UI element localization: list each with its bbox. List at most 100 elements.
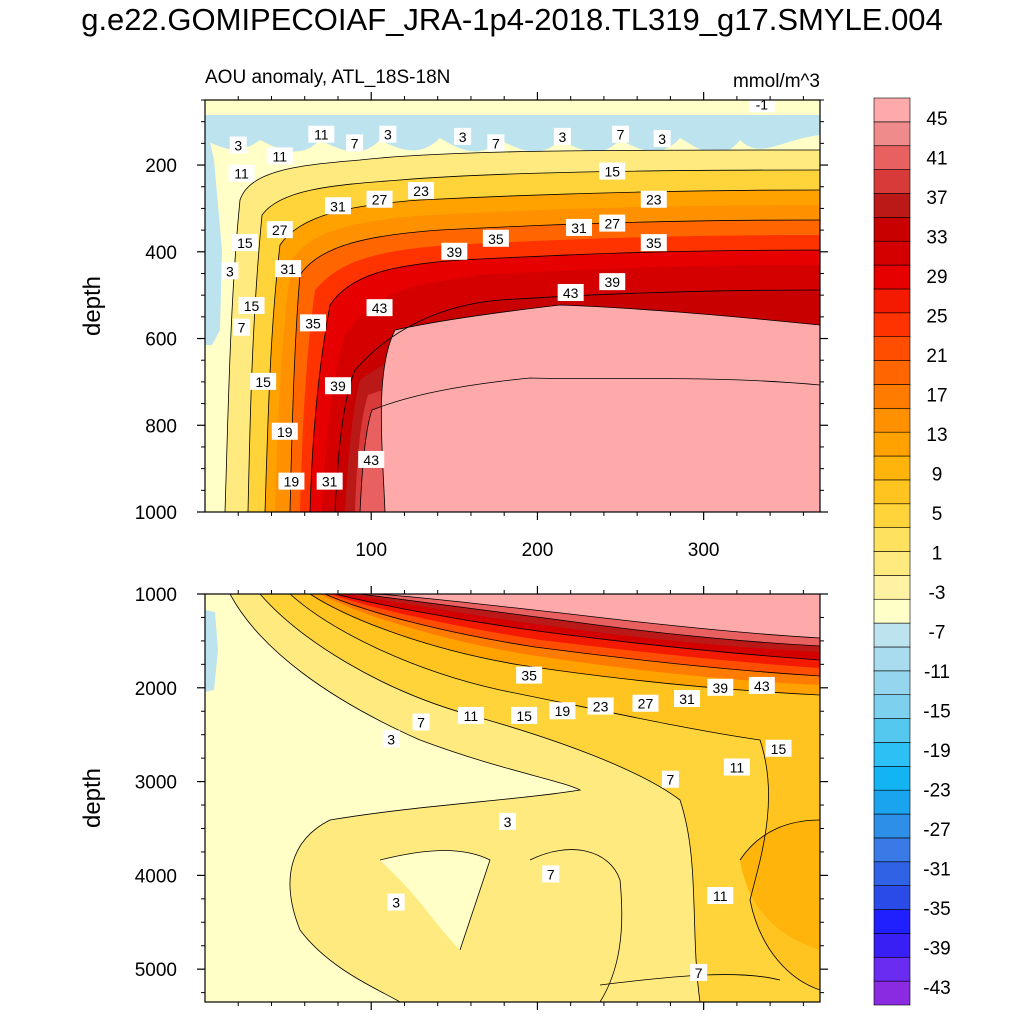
svg-text:7: 7 [617, 127, 625, 143]
colorbar-swatch [873, 956, 911, 982]
svg-text:23: 23 [413, 183, 429, 199]
lower-axes: 1000 2000 3000 4000 5000 [135, 585, 828, 1010]
contour-label: 3 [379, 125, 397, 143]
y-tick-label: 5000 [135, 960, 177, 981]
lower-contour-labels: 35 39 43 31 27 23 19 15 11 7 3 15 11 7 3 7 3 11 7 [382, 666, 792, 981]
svg-text:11: 11 [730, 760, 745, 776]
contour-label: 7 [612, 125, 630, 143]
colorbar-swatch [873, 813, 911, 839]
colorbar-tick-label: -31 [923, 860, 950, 881]
svg-text:3: 3 [384, 127, 392, 143]
colorbar-tick-label: 9 [932, 465, 943, 486]
colorbar-tick-label: 37 [926, 188, 947, 209]
svg-text:35: 35 [521, 668, 537, 684]
svg-text:43: 43 [363, 452, 379, 468]
figure-title: g.e22.GOMIPECOIAF_JRA-1p4-2018.TL319_g17… [81, 2, 943, 37]
colorbar-tick-label: 13 [926, 425, 947, 446]
svg-text:3: 3 [234, 138, 242, 154]
lower-left-negative [205, 610, 218, 692]
colorbar-tick-label: -11 [924, 662, 950, 683]
colorbar-swatch [873, 169, 911, 194]
contour-label: 31 [565, 218, 592, 236]
svg-text:7: 7 [238, 320, 246, 336]
svg-text:15: 15 [516, 708, 532, 724]
contour-label: 31 [275, 260, 302, 278]
contour-label: 23 [408, 182, 435, 200]
colorbar-swatch [873, 288, 911, 314]
lower-band-5b [380, 850, 490, 950]
svg-text:7: 7 [351, 135, 359, 151]
colorbar-swatch [873, 933, 911, 958]
upper-y-axis-label: depth [79, 276, 106, 336]
colorbar-tick-label: -19 [923, 741, 950, 762]
contour-label: 15 [511, 706, 538, 724]
svg-text:43: 43 [563, 285, 579, 301]
svg-text:15: 15 [237, 235, 253, 251]
svg-text:15: 15 [255, 374, 271, 390]
colorbar-tick-label: 17 [926, 386, 947, 407]
svg-text:15: 15 [604, 164, 620, 180]
colorbar-swatch [873, 264, 911, 290]
lower-band-45 [375, 594, 820, 638]
y-tick-label: 1000 [135, 503, 177, 524]
svg-text:31: 31 [280, 261, 296, 277]
svg-text:31: 31 [679, 691, 695, 707]
upper-axes: 100 200 300 200 400 600 800 1000 [135, 92, 828, 561]
colorbar-tick-label: -23 [923, 781, 950, 802]
y-tick-label: 4000 [135, 866, 177, 887]
colorbar-swatch [873, 837, 911, 863]
svg-text:27: 27 [272, 222, 288, 238]
svg-text:15: 15 [244, 298, 260, 314]
colorbar-swatch [873, 861, 911, 886]
contour-label: 11 [723, 758, 750, 776]
contour-label: 3 [653, 130, 671, 148]
contour-label: 39 [441, 242, 468, 260]
contour-label: 35 [516, 666, 543, 684]
colorbar-swatch [873, 503, 911, 528]
svg-text:15: 15 [771, 741, 787, 757]
contour-label: 39 [324, 377, 351, 395]
contour-label: 19 [278, 472, 305, 490]
colorbar-swatch [873, 598, 911, 624]
contour-label: 11 [707, 887, 734, 905]
upper-band-45 [381, 305, 820, 512]
contour-label: 7 [233, 318, 251, 336]
contour-label: 35 [300, 314, 327, 332]
colorbar-swatch [873, 193, 911, 218]
colorbar-tick-label: 25 [926, 307, 947, 328]
colorbar-swatch [873, 527, 911, 552]
contour-label: 27 [366, 190, 393, 208]
colorbar-swatch [873, 789, 911, 815]
colorbar-tick-label: 21 [926, 346, 947, 367]
svg-text:39: 39 [330, 378, 346, 394]
contour-label: 31 [324, 197, 351, 215]
contour-label: 7 [661, 770, 679, 788]
lower-panel: 35 39 43 31 27 23 19 15 11 7 3 15 11 7 3 7 3 11 7 1000 2000… [79, 585, 828, 1010]
contour-label: 11 [266, 147, 293, 165]
svg-text:19: 19 [555, 703, 571, 719]
colorbar-swatch [873, 766, 911, 791]
contour-label: 43 [366, 299, 393, 317]
contour-label: 27 [599, 214, 626, 232]
x-tick-label: 100 [355, 540, 387, 561]
contour-label: 15 [599, 162, 626, 180]
colorbar-swatch [873, 479, 911, 505]
colorbar-tick-label: -3 [929, 583, 946, 604]
x-tick-label: 200 [522, 540, 554, 561]
svg-text:11: 11 [314, 127, 329, 143]
lower-band-13b [740, 820, 820, 950]
contour-label: 27 [266, 221, 293, 239]
contour-label: 7 [412, 713, 430, 731]
upper-contour-labels: 3 11 7 3 3 7 3 7 3 -1 11 11 23 15 27 31 23 31 27 15 27 39 35 35… [221, 95, 775, 490]
svg-text:3: 3 [504, 814, 512, 830]
contour-label: 39 [599, 273, 626, 291]
contour-label: 7 [542, 865, 560, 883]
upper-panel: AOU anomaly, ATL_18S-18N mmol/m^3 [79, 67, 828, 561]
contour-label: 19 [549, 702, 576, 720]
svg-text:27: 27 [372, 192, 388, 208]
colorbar-swatch [873, 384, 911, 409]
colorbar-swatch [873, 718, 911, 743]
colorbar-swatch [873, 431, 911, 457]
contour-label: 43 [358, 450, 385, 468]
